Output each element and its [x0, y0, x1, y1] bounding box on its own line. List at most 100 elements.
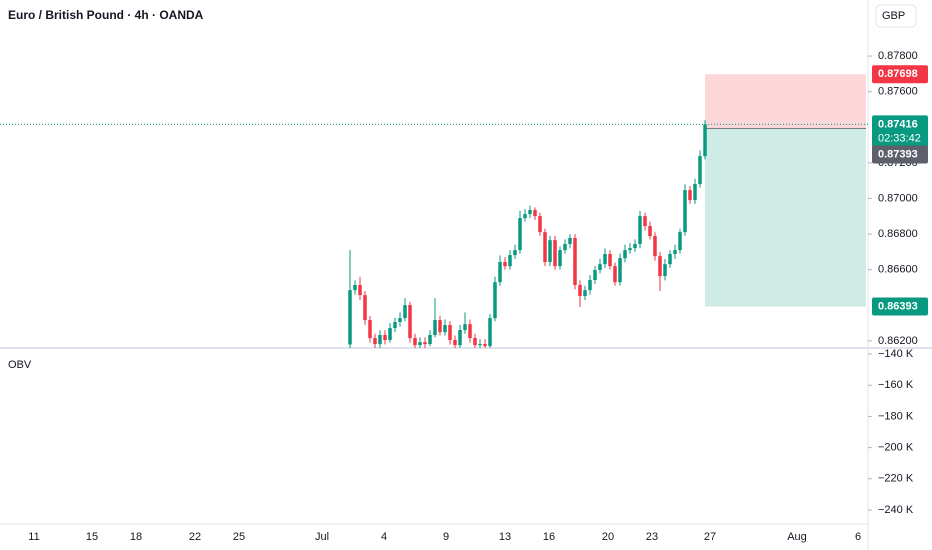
candle-body — [403, 305, 407, 319]
candle-body — [578, 284, 582, 297]
candle-body — [378, 335, 382, 345]
candle-body — [393, 322, 397, 329]
last-price-label-box — [872, 115, 928, 148]
candle-body — [383, 335, 387, 340]
entry-label: 0.87393 — [878, 148, 918, 160]
candle-body — [653, 236, 657, 257]
candle-body — [648, 226, 652, 237]
candle-body — [488, 318, 492, 347]
candle-body — [413, 338, 417, 346]
candle-body — [583, 290, 587, 297]
x-tick-label: 4 — [381, 531, 387, 543]
candle-body — [558, 250, 562, 267]
price-pane — [0, 74, 868, 348]
candle-body — [608, 254, 612, 267]
candle-body — [548, 240, 552, 263]
candle-body — [538, 216, 542, 233]
x-tick-label: 25 — [233, 531, 245, 543]
candle-body — [693, 184, 697, 201]
x-tick-label: 27 — [704, 531, 716, 543]
candle-body — [633, 244, 637, 249]
candle-body — [668, 254, 672, 265]
candle-body — [533, 210, 537, 217]
candle-body — [658, 256, 662, 277]
obv-tick-label: −180 K — [878, 410, 914, 422]
candle-body — [613, 266, 617, 283]
candle-body — [688, 190, 692, 201]
candle-body — [643, 216, 647, 227]
x-tick-label: Aug — [787, 531, 807, 543]
candle-body — [423, 342, 427, 345]
obv-tick-label: −200 K — [878, 442, 914, 454]
currency-button[interactable] — [875, 4, 917, 28]
candle-body — [513, 250, 517, 256]
stop-label: 0.87698 — [878, 68, 918, 80]
candle-body — [683, 190, 687, 233]
candle-body — [703, 124, 707, 157]
obv-tick-label: −220 K — [878, 473, 914, 485]
candle-body — [698, 156, 702, 185]
candle-body — [363, 295, 367, 321]
candle-body — [498, 262, 502, 283]
candle-body — [368, 320, 372, 339]
candle-body — [493, 282, 497, 319]
y-tick-label: 0.87000 — [878, 192, 918, 204]
candle-body — [463, 324, 467, 331]
candle-body — [408, 305, 412, 339]
candle-body — [508, 255, 512, 267]
y-tick-label: 0.87800 — [878, 50, 918, 62]
candle-body — [468, 324, 472, 339]
obv-tick-label: −160 K — [878, 379, 914, 391]
x-tick-label: 20 — [602, 531, 614, 543]
candle-body — [553, 240, 557, 267]
currency[interactable]: GBP — [882, 10, 905, 22]
indicator-title: OBV — [8, 359, 32, 371]
target-label: 0.86393 — [878, 300, 918, 312]
candle-body — [373, 338, 377, 345]
candle-body — [518, 218, 522, 251]
obv-tick-label: −240 K — [878, 504, 914, 516]
candle-body — [673, 250, 677, 255]
x-tick-label: 16 — [543, 531, 555, 543]
candle-body — [678, 232, 682, 251]
stop-zone — [705, 74, 866, 129]
candle-body — [593, 270, 597, 281]
candle-body — [418, 342, 422, 346]
countdown: 02:33:42 — [878, 132, 921, 144]
candle-body — [588, 280, 592, 291]
x-tick-label: 9 — [443, 531, 449, 543]
candle-body — [458, 330, 462, 346]
candle-body — [443, 325, 447, 333]
candle-body — [623, 250, 627, 259]
candle-body — [358, 284, 362, 296]
candle-body — [453, 339, 457, 346]
y-tick-label: 0.86200 — [878, 335, 918, 347]
candle-body — [638, 216, 642, 245]
candle-body — [348, 290, 352, 345]
obv-tick-label: −140 K — [878, 348, 914, 360]
x-tick-label: 15 — [86, 531, 98, 543]
x-tick-label: 18 — [130, 531, 142, 543]
y-tick-label: 0.87600 — [878, 86, 918, 98]
candle-body — [398, 318, 402, 323]
stop-label-box — [872, 65, 928, 84]
candle-body — [483, 344, 487, 347]
candle-body — [568, 237, 572, 245]
candle-body — [473, 338, 477, 346]
candle-body — [628, 248, 632, 251]
overlay: 0.878000.876000.872000.870000.868000.866… — [28, 50, 928, 543]
y-tick-label: 0.86800 — [878, 228, 918, 240]
entry-label-box — [872, 145, 928, 164]
x-tick-label: 22 — [189, 531, 201, 543]
candle-body — [598, 264, 602, 271]
chart-title: Euro / British Pound · 4h · OANDA — [8, 8, 204, 22]
x-tick-label: 11 — [28, 531, 39, 543]
candle-body — [523, 214, 527, 219]
last-price-label: 0.87416 — [878, 118, 918, 130]
candle-body — [528, 210, 532, 215]
x-tick-label: 6 — [855, 531, 861, 543]
candle-body — [353, 284, 357, 291]
candle-body — [433, 320, 437, 336]
x-tick-label: 13 — [499, 531, 511, 543]
